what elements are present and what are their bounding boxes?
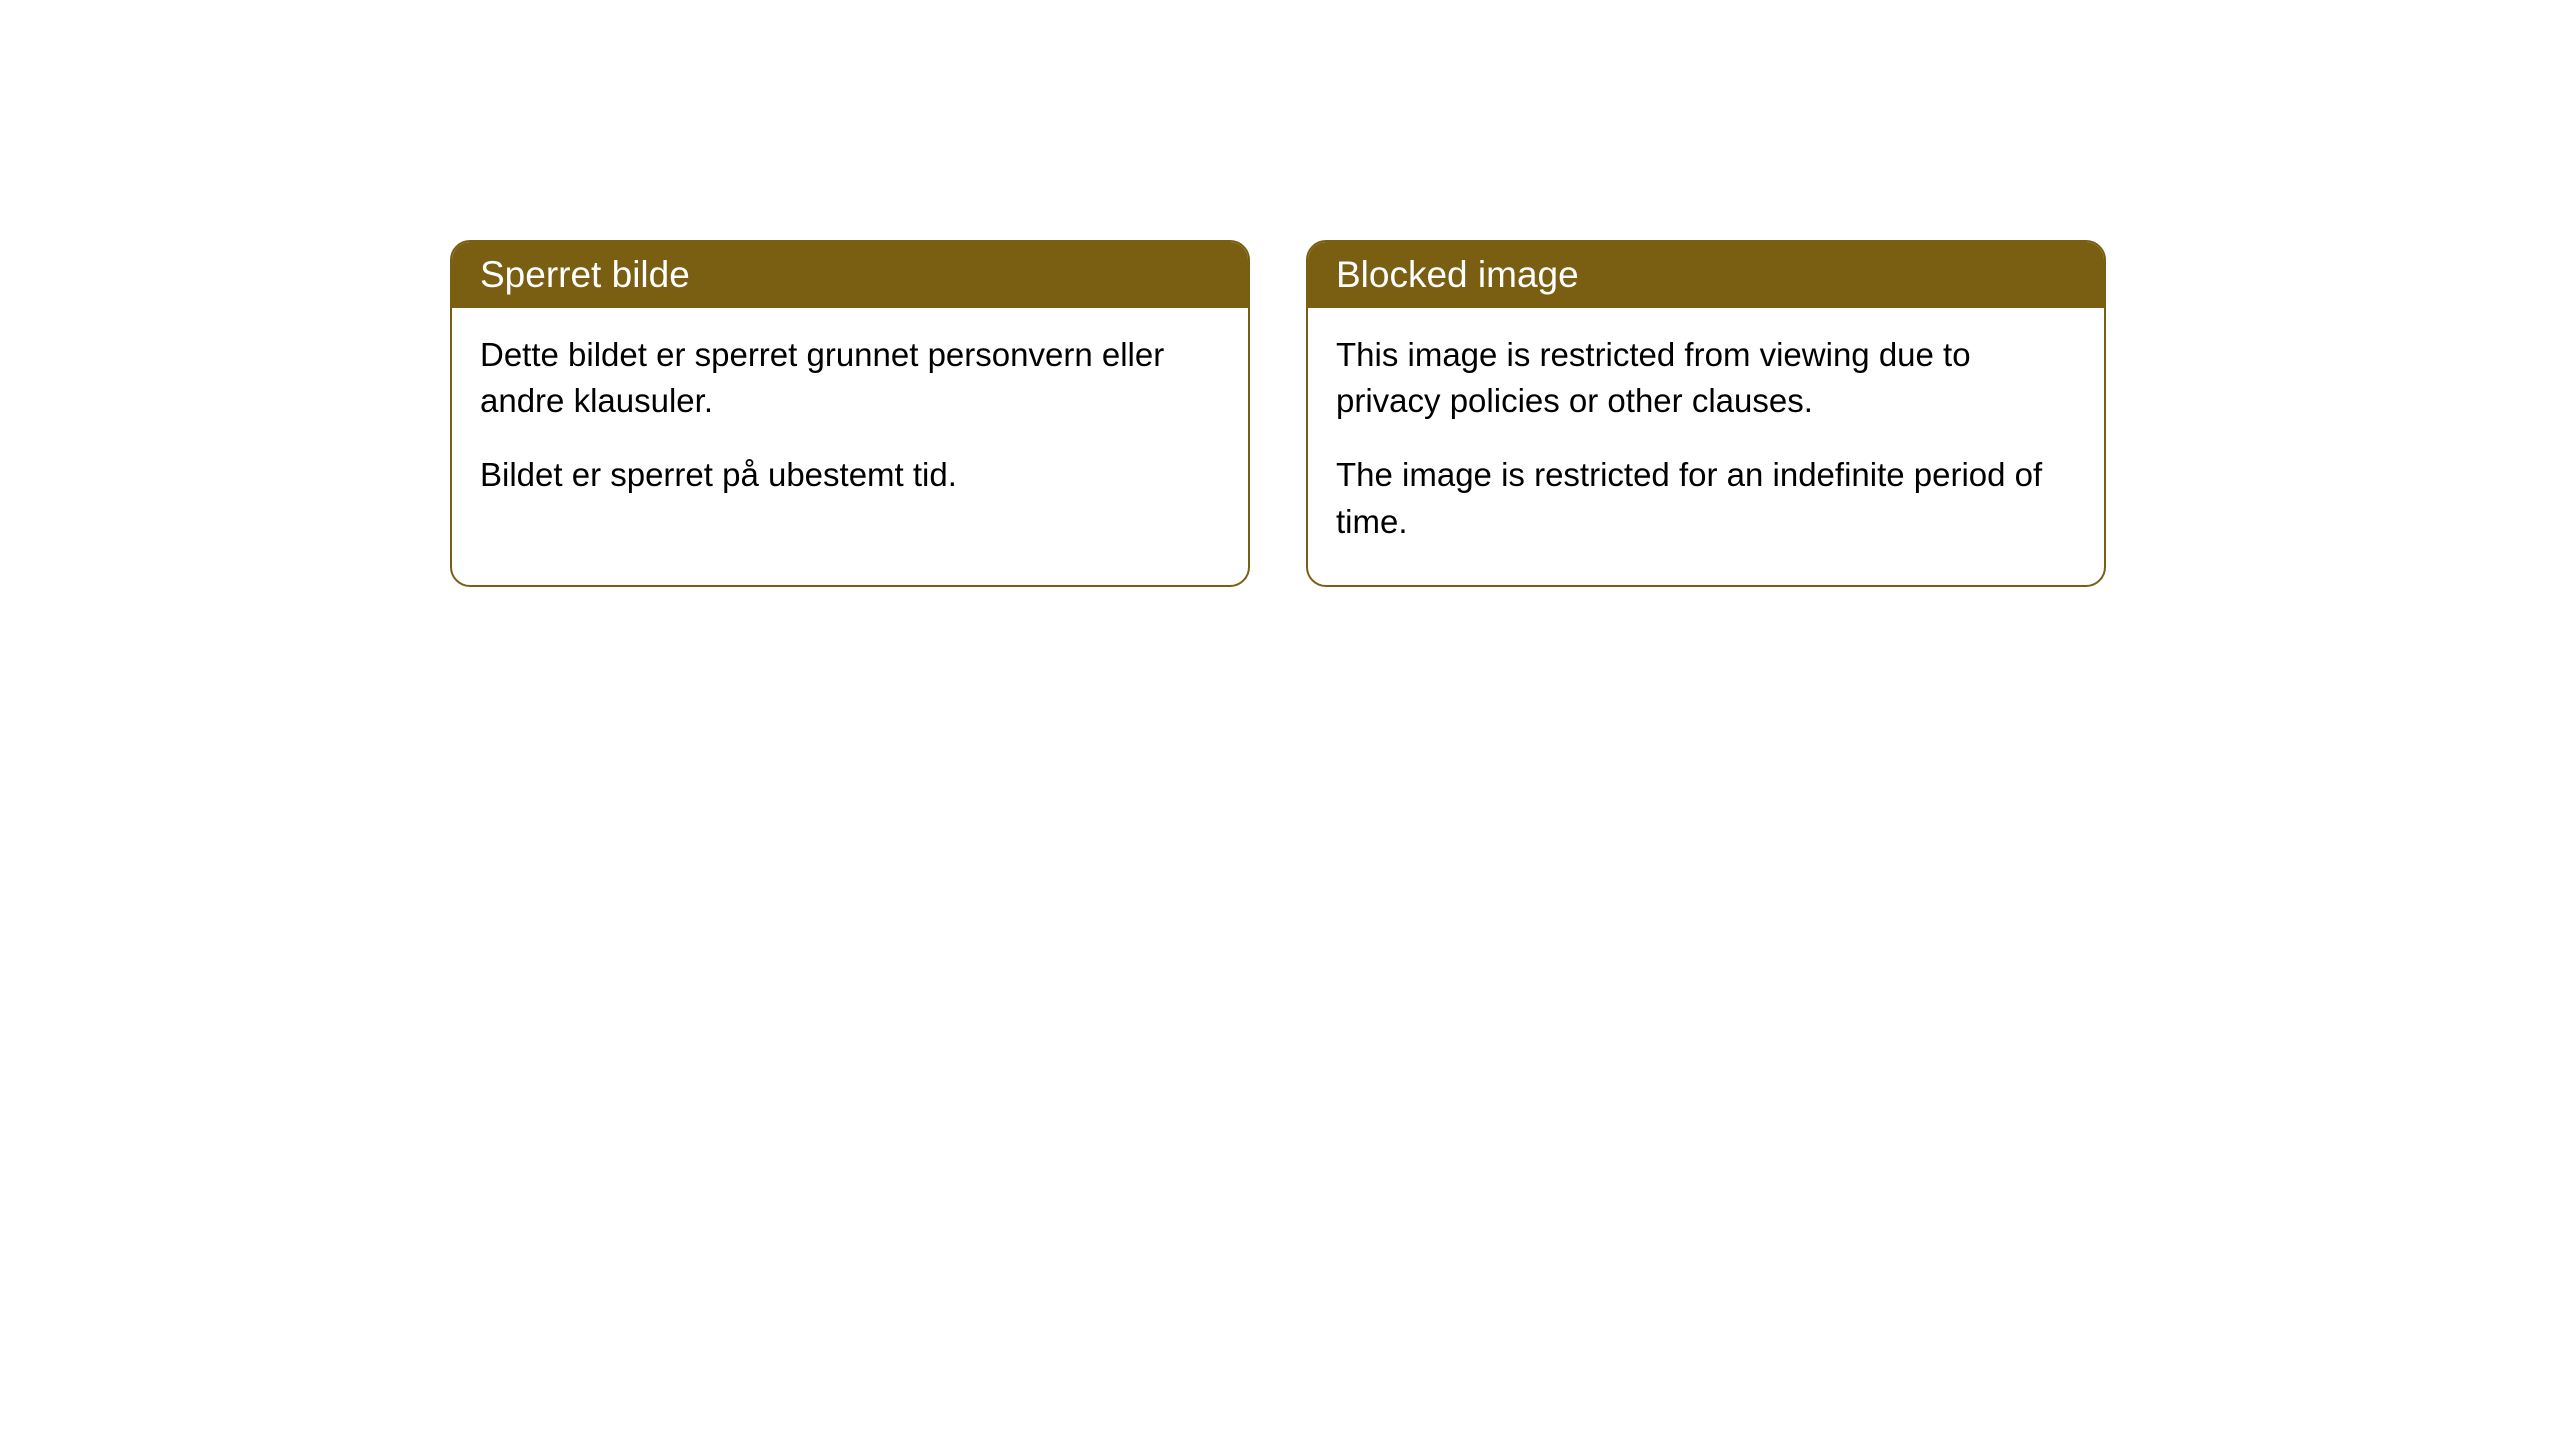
card-paragraph: The image is restricted for an indefinit… <box>1336 452 2076 544</box>
card-norwegian: Sperret bilde Dette bildet er sperret gr… <box>450 240 1250 587</box>
card-paragraph: This image is restricted from viewing du… <box>1336 332 2076 424</box>
card-body-norwegian: Dette bildet er sperret grunnet personve… <box>452 308 1248 539</box>
card-body-english: This image is restricted from viewing du… <box>1308 308 2104 585</box>
card-paragraph: Dette bildet er sperret grunnet personve… <box>480 332 1220 424</box>
card-paragraph: Bildet er sperret på ubestemt tid. <box>480 452 1220 498</box>
card-header-norwegian: Sperret bilde <box>452 242 1248 308</box>
card-header-english: Blocked image <box>1308 242 2104 308</box>
cards-container: Sperret bilde Dette bildet er sperret gr… <box>450 240 2560 587</box>
card-english: Blocked image This image is restricted f… <box>1306 240 2106 587</box>
